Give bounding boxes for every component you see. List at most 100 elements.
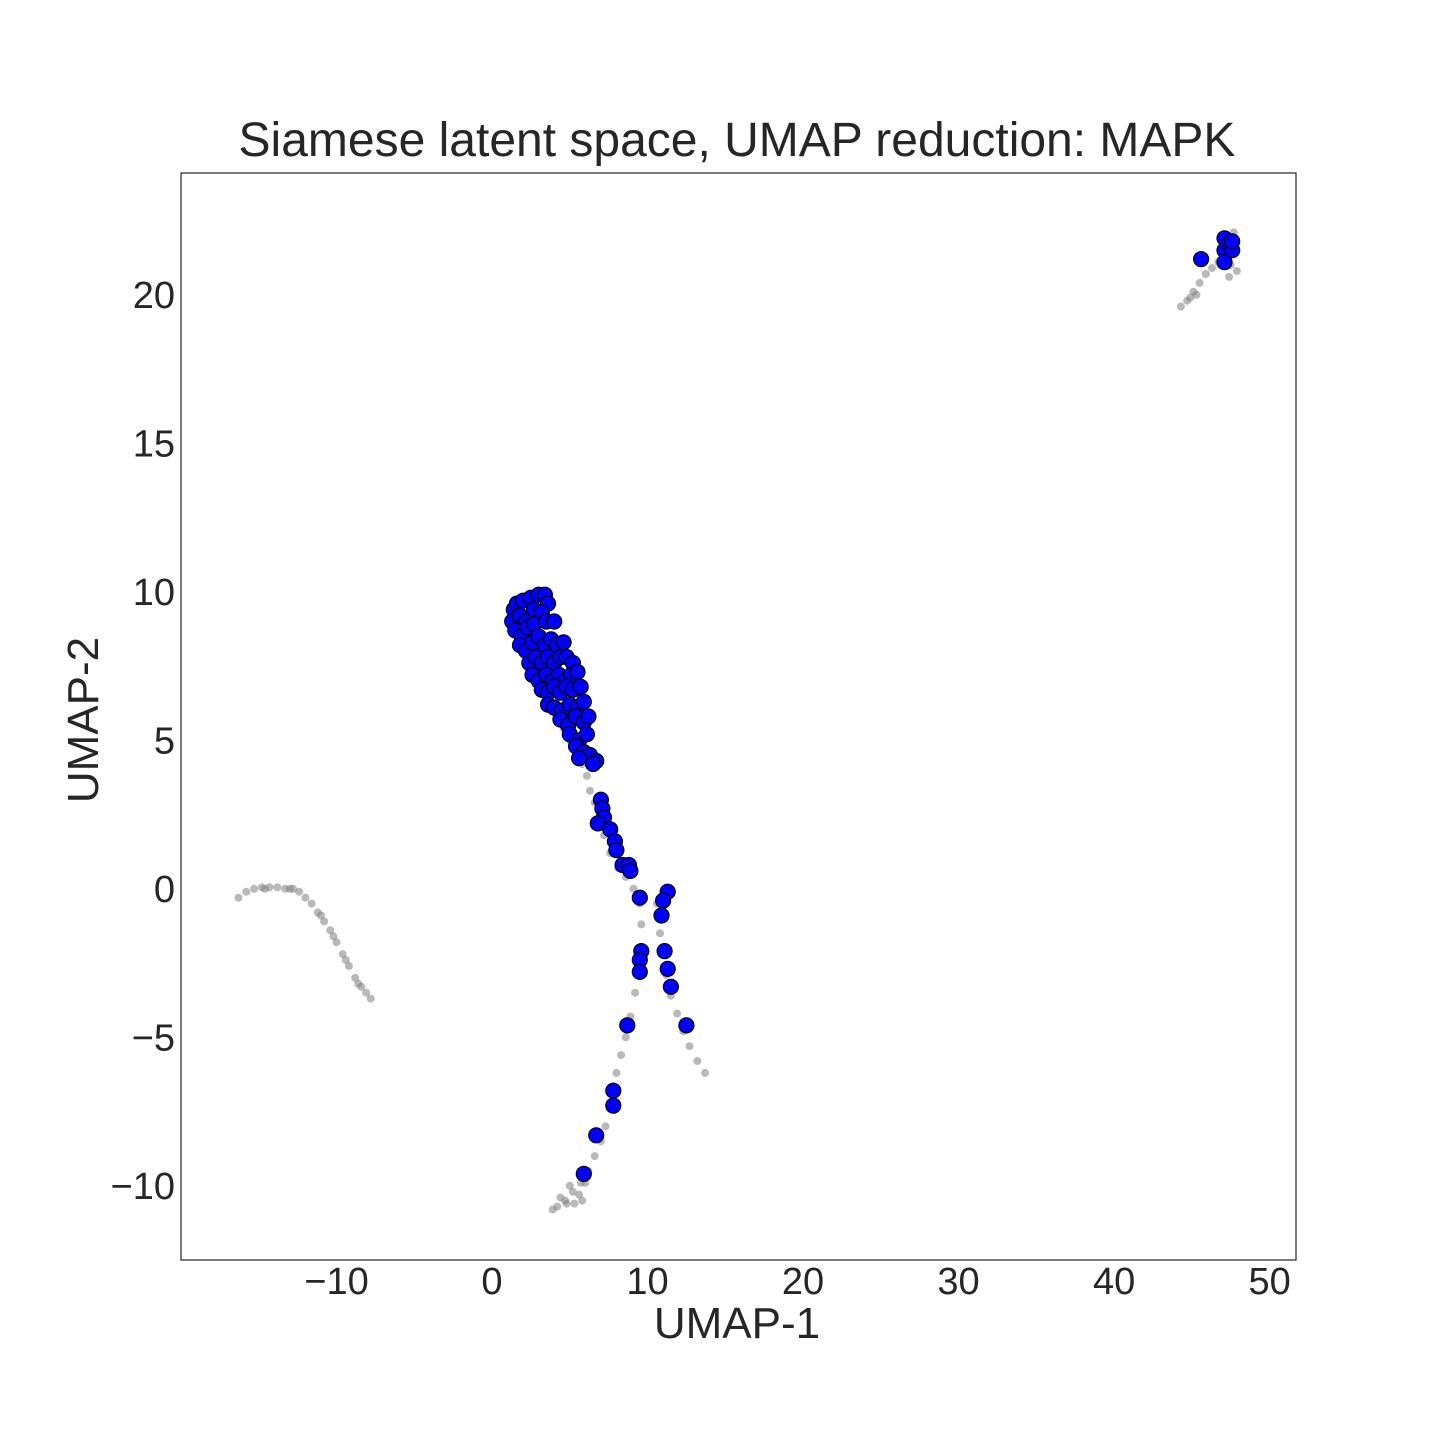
- highlight-point: [605, 1097, 622, 1114]
- background-point: [1195, 278, 1204, 287]
- background-point: [354, 979, 363, 988]
- background-point: [338, 950, 347, 959]
- y-tick-label: 15: [133, 423, 175, 465]
- background-point: [673, 1009, 682, 1018]
- background-point: [261, 884, 269, 893]
- y-tick-label: 10: [133, 572, 175, 614]
- background-point: [273, 883, 282, 892]
- background-point: [329, 932, 338, 941]
- x-tick-label: 40: [1093, 1261, 1135, 1303]
- background-point: [320, 917, 329, 926]
- highlight-point: [619, 1017, 636, 1034]
- x-tick-label: 30: [937, 1261, 979, 1303]
- highlight-point: [678, 1017, 695, 1034]
- background-point: [621, 1033, 630, 1042]
- background-point: [1186, 293, 1195, 302]
- background-point: [548, 1205, 557, 1214]
- x-tick-label: 0: [481, 1261, 502, 1303]
- background-point: [1225, 272, 1234, 281]
- highlight-point: [1192, 251, 1210, 268]
- highlight-point: [575, 1165, 592, 1183]
- background-point: [351, 973, 360, 982]
- x-axis-ticks: −10 0 10 20 30 40 50: [304, 1261, 1290, 1303]
- highlight-point: [662, 978, 680, 995]
- background-point: [586, 786, 594, 795]
- x-tick-label: −10: [304, 1261, 368, 1303]
- background-point: [590, 1152, 599, 1161]
- background-point: [234, 893, 243, 902]
- background-point: [656, 929, 664, 938]
- y-tick-label: −10: [111, 1166, 175, 1208]
- highlight-point: [1224, 233, 1241, 250]
- x-tick-label: 50: [1248, 1261, 1290, 1303]
- background-point: [332, 938, 341, 947]
- highlight-point: [631, 963, 648, 981]
- background-point: [637, 920, 646, 929]
- x-tick-label: 20: [782, 1261, 824, 1303]
- y-axis-label: UMAP-2: [59, 637, 108, 803]
- background-point: [575, 1190, 584, 1199]
- background-point: [570, 1199, 579, 1208]
- background-point: [617, 1051, 626, 1060]
- highlight-point: [608, 841, 625, 859]
- background-point: [1192, 290, 1201, 299]
- background-point: [629, 884, 638, 893]
- highlight-point: [546, 613, 563, 630]
- highlight-point: [605, 1082, 622, 1099]
- background-point: [344, 962, 353, 970]
- highlight-point: [1216, 254, 1233, 271]
- chart-title: Siamese latent space, UMAP reduction: MA…: [239, 114, 1236, 167]
- highlight-point: [654, 892, 672, 909]
- x-tick-label: 10: [626, 1261, 668, 1303]
- background-point: [250, 884, 259, 893]
- background-point: [631, 988, 640, 997]
- background-point: [366, 994, 375, 1003]
- highlight-point: [575, 693, 592, 710]
- background-point: [1176, 302, 1185, 311]
- background-point: [601, 1122, 610, 1131]
- background-point: [562, 1199, 571, 1208]
- background-point: [1208, 264, 1216, 272]
- background-point: [578, 1196, 587, 1205]
- background-point: [1201, 270, 1210, 278]
- background-point: [701, 1068, 710, 1077]
- background-point: [565, 1181, 574, 1190]
- background-point: [301, 893, 310, 902]
- highlight-point: [622, 862, 639, 880]
- highlight-point: [588, 1127, 605, 1144]
- highlight-point-group: [504, 230, 1241, 1183]
- highlight-point: [570, 749, 588, 767]
- background-point: [582, 771, 591, 780]
- highlight-point: [555, 634, 572, 651]
- background-point: [326, 926, 335, 935]
- y-tick-label: 20: [133, 275, 175, 317]
- highlight-point: [578, 726, 596, 743]
- background-point: [295, 887, 304, 896]
- background-point: [341, 956, 350, 964]
- background-point: [685, 1042, 694, 1051]
- background-point: [1232, 267, 1241, 275]
- highlight-point: [656, 942, 673, 960]
- y-tick-label: 0: [154, 869, 175, 911]
- highlight-point: [584, 755, 602, 773]
- highlight-point: [569, 663, 586, 681]
- background-point: [242, 887, 251, 896]
- x-axis-label: UMAP-1: [654, 1299, 820, 1348]
- highlight-point: [580, 708, 597, 725]
- highlight-point: [653, 907, 670, 924]
- background-point: [568, 1187, 577, 1196]
- highlight-point: [659, 960, 676, 978]
- highlight-point: [572, 678, 589, 695]
- y-tick-label: −5: [132, 1017, 175, 1059]
- background-point: [693, 1057, 702, 1065]
- background-point: [362, 988, 371, 997]
- background-point: [307, 899, 316, 908]
- highlight-point: [631, 889, 648, 906]
- y-tick-label: 5: [154, 720, 175, 762]
- background-point: [556, 1193, 565, 1202]
- background-point: [285, 884, 294, 893]
- y-axis-ticks: −10 −5 0 5 10 15 20: [111, 275, 175, 1208]
- plot-area-frame: [180, 172, 1297, 1261]
- background-point: [612, 1068, 621, 1077]
